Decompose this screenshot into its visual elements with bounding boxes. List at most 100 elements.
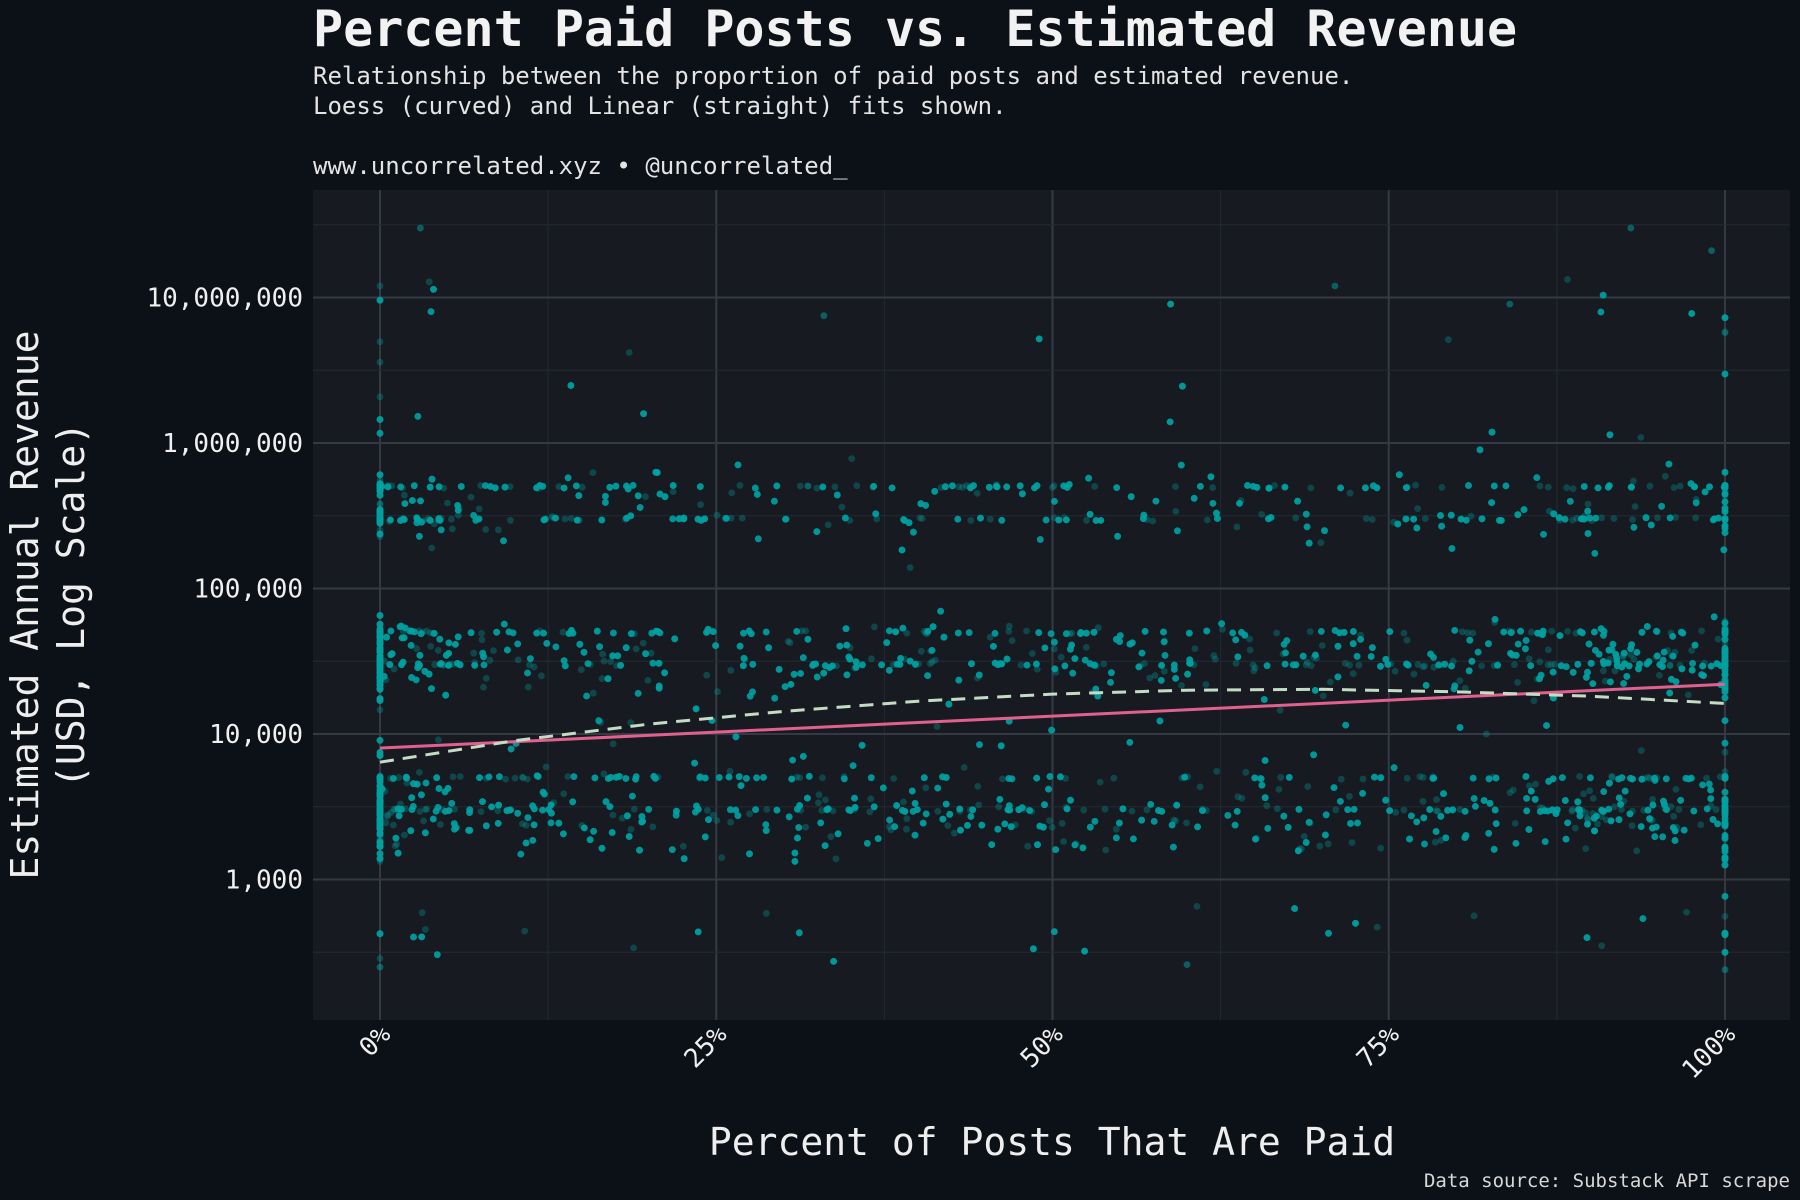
data-point xyxy=(376,677,384,685)
data-point xyxy=(418,518,425,526)
data-point xyxy=(1302,839,1310,846)
data-point xyxy=(878,661,885,669)
data-point xyxy=(822,662,829,670)
data-point xyxy=(376,661,384,669)
data-point xyxy=(1203,807,1210,814)
data-point xyxy=(376,483,384,490)
data-point xyxy=(1113,635,1120,643)
data-point xyxy=(1437,512,1444,519)
data-point xyxy=(376,660,384,667)
data-point xyxy=(573,482,580,490)
data-point xyxy=(1057,773,1064,781)
data-point xyxy=(1714,820,1721,828)
data-point xyxy=(813,484,821,492)
data-point xyxy=(444,785,452,792)
data-point xyxy=(376,640,384,648)
data-point xyxy=(1690,807,1698,815)
data-point xyxy=(1678,665,1686,673)
data-point xyxy=(423,805,431,813)
data-point xyxy=(709,811,717,819)
data-point xyxy=(727,666,735,674)
data-point xyxy=(390,665,398,673)
data-point xyxy=(905,519,913,527)
data-point xyxy=(376,686,384,693)
data-point xyxy=(973,490,981,497)
data-point xyxy=(1143,806,1151,814)
data-point xyxy=(1086,823,1094,831)
data-point xyxy=(1597,625,1605,632)
data-point xyxy=(1606,656,1613,663)
data-point xyxy=(1536,808,1544,815)
data-point xyxy=(1610,515,1618,522)
data-point xyxy=(1063,630,1070,638)
data-point xyxy=(376,659,384,667)
data-point xyxy=(1699,781,1706,789)
data-point xyxy=(1039,823,1047,831)
data-point xyxy=(494,820,502,827)
data-point xyxy=(1112,825,1120,833)
data-point xyxy=(604,675,612,683)
data-point xyxy=(1265,484,1273,492)
data-point xyxy=(618,814,626,822)
data-point xyxy=(403,774,410,782)
data-point xyxy=(1386,807,1393,814)
data-point xyxy=(1357,631,1365,639)
data-point xyxy=(483,774,490,782)
data-point xyxy=(1001,820,1009,828)
data-point xyxy=(1599,291,1607,299)
data-point xyxy=(564,773,572,780)
data-point xyxy=(1571,824,1579,832)
data-point xyxy=(1403,484,1410,491)
data-point xyxy=(1469,629,1477,637)
data-point xyxy=(775,666,783,673)
data-point xyxy=(376,955,384,962)
data-point xyxy=(851,794,858,802)
data-point xyxy=(621,515,629,523)
data-point xyxy=(533,772,541,780)
data-point xyxy=(1721,370,1729,378)
data-point xyxy=(1151,672,1159,679)
data-point xyxy=(488,803,495,811)
data-point xyxy=(1046,817,1053,824)
data-point xyxy=(1197,483,1204,490)
data-point xyxy=(1611,667,1619,675)
data-point xyxy=(1690,483,1698,490)
data-point xyxy=(929,623,937,631)
data-point xyxy=(713,817,721,824)
data-point xyxy=(1367,653,1375,660)
data-point xyxy=(1668,652,1675,659)
data-point xyxy=(1688,647,1695,654)
data-point xyxy=(1485,775,1493,783)
data-point xyxy=(522,839,530,847)
data-point xyxy=(614,652,622,660)
data-point xyxy=(1190,494,1198,502)
data-point xyxy=(415,627,423,635)
data-point xyxy=(568,627,575,634)
data-point xyxy=(376,811,384,819)
data-point xyxy=(1692,514,1699,522)
data-point xyxy=(903,629,911,637)
data-point xyxy=(1684,691,1692,699)
chart-title: Percent Paid Posts vs. Estimated Revenue xyxy=(313,0,1517,58)
data-point xyxy=(1036,822,1044,830)
data-point xyxy=(636,846,643,854)
data-point xyxy=(416,808,424,815)
data-point xyxy=(703,671,711,679)
data-point xyxy=(1020,805,1027,813)
data-point xyxy=(1671,827,1679,835)
data-point xyxy=(1599,658,1607,665)
data-point xyxy=(1377,774,1385,782)
data-point xyxy=(1607,817,1615,825)
data-point xyxy=(586,836,594,844)
data-point xyxy=(1437,813,1445,820)
data-point xyxy=(821,842,829,849)
data-point xyxy=(727,514,735,522)
data-point xyxy=(1116,632,1124,639)
data-point xyxy=(697,501,704,509)
data-point xyxy=(376,792,384,800)
data-point xyxy=(1578,515,1586,522)
data-point xyxy=(376,510,384,518)
data-point xyxy=(1561,797,1569,804)
data-point xyxy=(874,835,882,842)
data-point xyxy=(1303,658,1311,666)
